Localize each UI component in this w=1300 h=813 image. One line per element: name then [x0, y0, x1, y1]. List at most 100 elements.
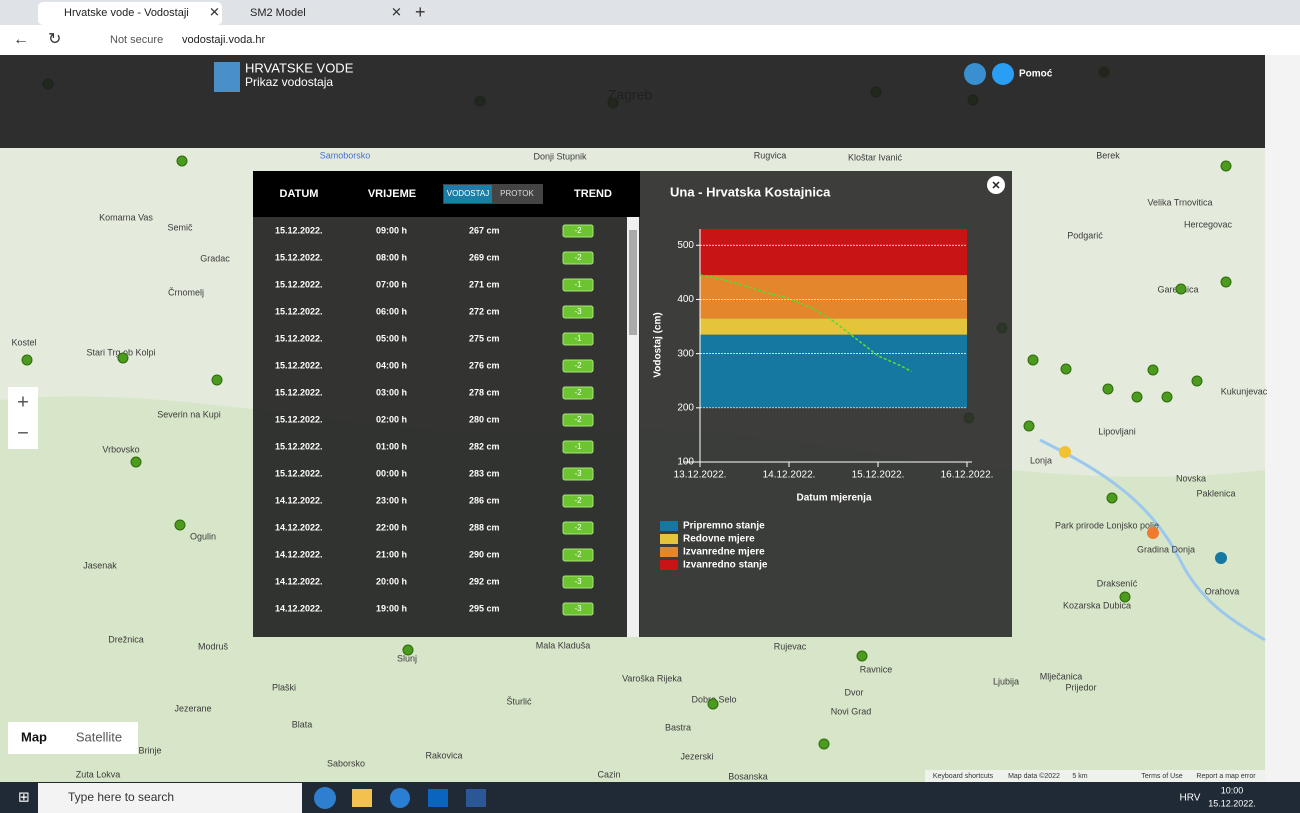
- help-icon[interactable]: [992, 63, 1014, 85]
- cell-date: 15.12.2022.: [275, 306, 323, 316]
- back-button[interactable]: ←: [13, 31, 29, 48]
- station-marker[interactable]: [856, 650, 868, 662]
- app-icon[interactable]: [314, 787, 336, 809]
- search-placeholder[interactable]: Type here to search: [68, 790, 174, 804]
- cell-level: 295 cm: [469, 603, 500, 613]
- station-marker[interactable]: [1131, 391, 1143, 403]
- cell-time: 02:00 h: [376, 414, 407, 424]
- legend-swatch: [660, 521, 678, 531]
- map-place: Črnomelj: [168, 287, 204, 297]
- station-marker[interactable]: [130, 456, 142, 468]
- legend-swatch: [660, 560, 678, 570]
- map-footer-link[interactable]: Keyboard shortcuts: [933, 773, 994, 780]
- map-place: Park prirode Lonjsko polje: [1055, 520, 1159, 530]
- station-marker[interactable]: [1119, 591, 1131, 603]
- search-box[interactable]: [38, 783, 302, 813]
- station-marker[interactable]: [1220, 160, 1232, 172]
- cell-trend: -3: [574, 604, 582, 613]
- close-button[interactable]: [987, 176, 1005, 194]
- cell-time: 03:00 h: [376, 387, 407, 397]
- legend-swatch: [660, 534, 678, 544]
- cell-time: 00:00 h: [376, 468, 407, 478]
- start-button[interactable]: ⊞: [18, 789, 30, 805]
- station-marker[interactable]: [1106, 492, 1118, 504]
- station-marker[interactable]: [21, 354, 33, 366]
- station-marker[interactable]: [1027, 354, 1039, 366]
- cell-date: 14.12.2022.: [275, 576, 323, 586]
- tab-close[interactable]: ✕: [209, 4, 220, 19]
- new-tab[interactable]: +: [415, 2, 426, 22]
- map-place: Gradina Donja: [1137, 544, 1195, 554]
- close-icon[interactable]: ✕: [991, 180, 1000, 192]
- legend-label: Izvanredne mjere: [683, 547, 765, 558]
- station-marker[interactable]: [1161, 391, 1173, 403]
- map-footer-link[interactable]: Report a map error: [1196, 773, 1256, 780]
- map-footer-link[interactable]: Map data ©2022: [1008, 772, 1060, 780]
- map-place: Severin na Kupi: [157, 409, 221, 419]
- legend-swatch: [660, 547, 678, 557]
- trend-badge: [562, 305, 594, 319]
- toggle-option[interactable]: VODOSTAJ: [447, 189, 490, 198]
- trend-badge: [562, 224, 594, 238]
- help-link[interactable]: Pomoć: [1019, 69, 1053, 80]
- legend-label: Izvanredno stanje: [683, 560, 768, 571]
- station-marker[interactable]: [1215, 552, 1227, 564]
- cell-time: 01:00 h: [376, 441, 407, 451]
- clock-time[interactable]: 10:00: [1221, 785, 1244, 795]
- map-footer-link[interactable]: Terms of Use: [1141, 773, 1182, 780]
- cell-trend: -3: [574, 307, 582, 316]
- scroll-thumb[interactable]: [629, 230, 637, 335]
- station-marker[interactable]: [1147, 527, 1159, 539]
- mobile-icon[interactable]: [964, 63, 986, 85]
- map-place: Kozarska Dubica: [1063, 600, 1131, 610]
- station-marker[interactable]: [707, 698, 719, 710]
- station-marker[interactable]: [174, 519, 186, 531]
- reload-button[interactable]: ↻: [48, 31, 61, 48]
- chart: Pripremno stanje Redovne mjere Izvanredne …: [660, 229, 993, 571]
- map-place: Mala Kladuša: [536, 640, 591, 650]
- toggle-option[interactable]: PROTOK: [500, 189, 534, 198]
- map-type[interactable]: Satellite: [76, 729, 122, 744]
- tab-title[interactable]: SM2 Model: [250, 7, 306, 19]
- app-icon[interactable]: [428, 789, 448, 807]
- map-place: Ljubija: [993, 676, 1019, 686]
- map-place: Bastra: [665, 722, 691, 732]
- clock-date[interactable]: 15.12.2022.: [1208, 798, 1256, 808]
- zoom-in[interactable]: +: [17, 391, 29, 413]
- station-marker[interactable]: [818, 738, 830, 750]
- cell-time: 09:00 h: [376, 225, 407, 235]
- y-axis-label: Vodostaj (cm): [653, 312, 664, 377]
- tab-close[interactable]: ✕: [391, 4, 402, 19]
- app-icon[interactable]: [352, 789, 372, 807]
- trend-badge: [562, 278, 594, 292]
- cell-level: 292 cm: [469, 576, 500, 586]
- map-type[interactable]: Map: [21, 729, 47, 744]
- station-marker[interactable]: [1147, 364, 1159, 376]
- app-icon[interactable]: [466, 789, 486, 807]
- cell-date: 14.12.2022.: [275, 549, 323, 559]
- station-marker[interactable]: [211, 374, 223, 386]
- station-marker[interactable]: [1023, 420, 1035, 432]
- threshold-band: [700, 318, 967, 335]
- zoom-out[interactable]: −: [17, 422, 29, 444]
- map-place: Rugvica: [754, 150, 787, 160]
- map-footer-link[interactable]: 5 km: [1072, 773, 1087, 780]
- toggle-active[interactable]: [444, 185, 492, 203]
- map-place: Slunj: [397, 653, 417, 663]
- language[interactable]: HRV: [1180, 793, 1201, 804]
- station-marker[interactable]: [402, 644, 414, 656]
- tab-title: Hrvatske vode - Vodostaji: [64, 7, 189, 19]
- trend-badge: [562, 521, 594, 535]
- threshold-band: [700, 334, 967, 408]
- station-marker[interactable]: [1059, 446, 1071, 458]
- station-marker[interactable]: [1220, 276, 1232, 288]
- station-marker[interactable]: [1191, 375, 1203, 387]
- url[interactable]: vodostaji.voda.hr: [182, 34, 265, 46]
- station-marker[interactable]: [1175, 283, 1187, 295]
- app-icon[interactable]: [390, 788, 410, 808]
- station-marker[interactable]: [176, 155, 188, 167]
- tab[interactable]: [38, 2, 222, 25]
- station-marker[interactable]: [1102, 383, 1114, 395]
- station-marker[interactable]: [1060, 363, 1072, 375]
- station-marker[interactable]: [117, 352, 129, 364]
